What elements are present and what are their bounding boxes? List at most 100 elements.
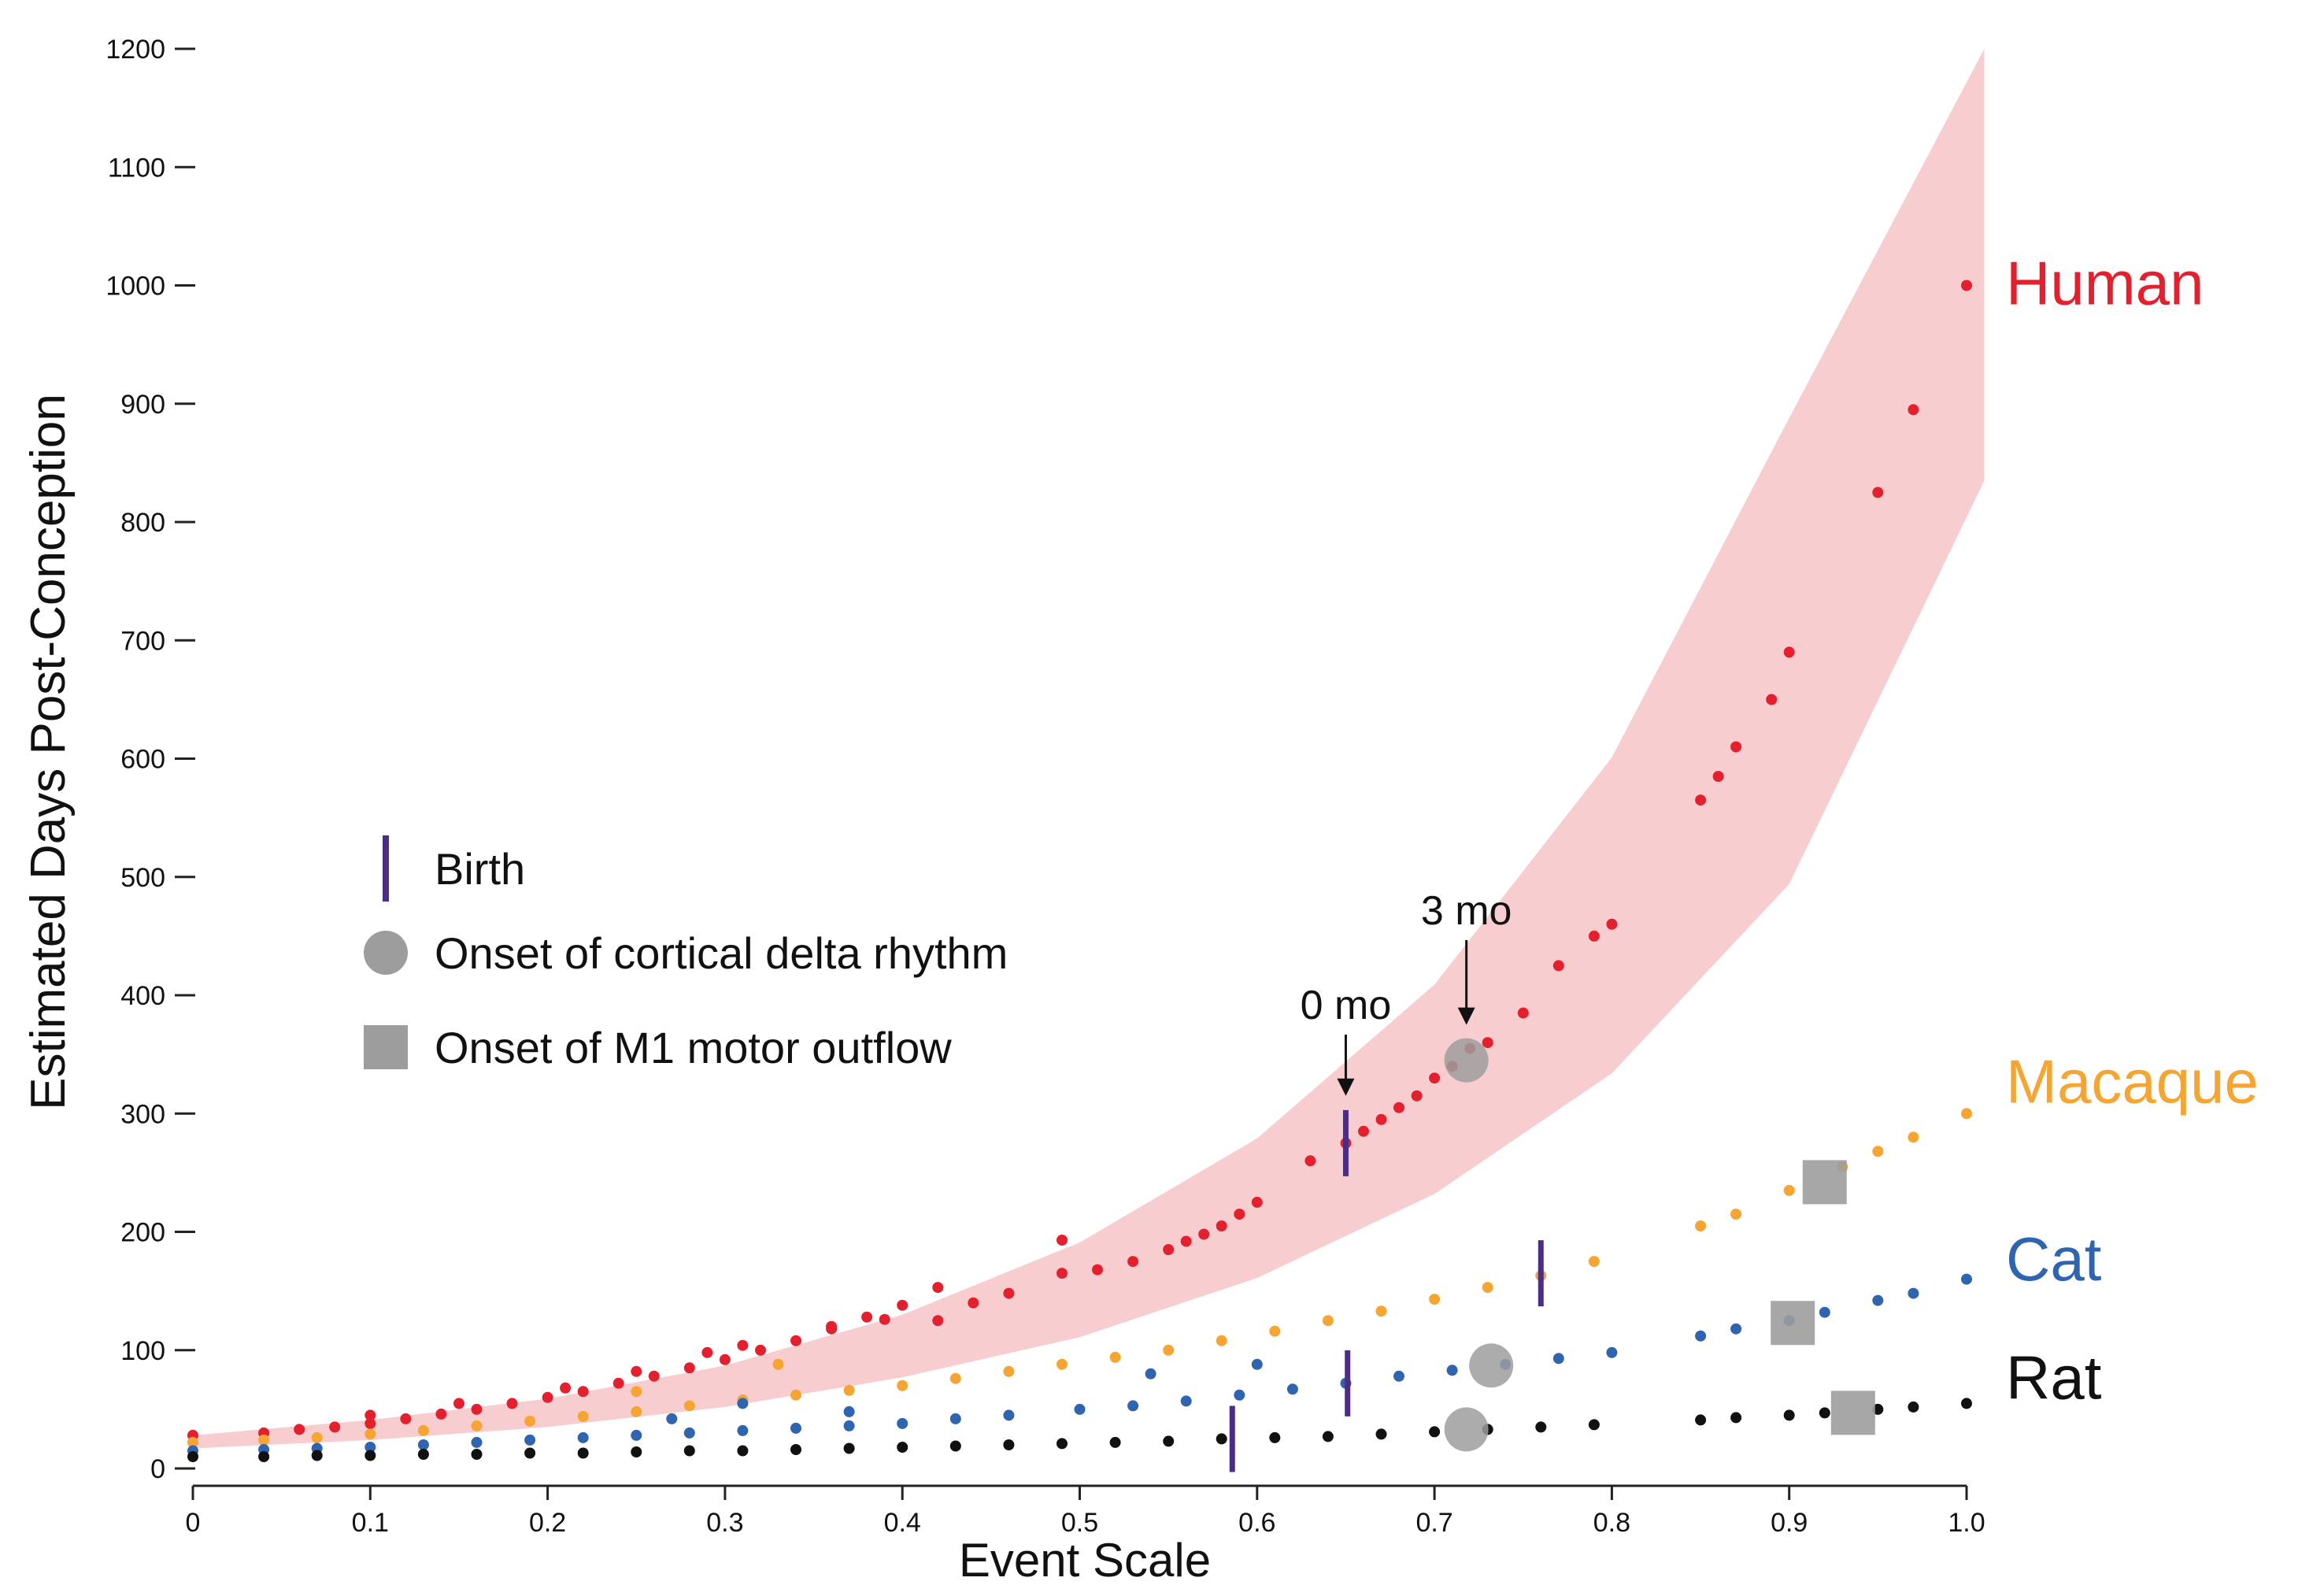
data-point-human [1783,646,1795,658]
legend-label: Onset of M1 motor outflow [435,1023,952,1072]
data-point-cat [1286,1383,1298,1395]
data-point-human [1375,1113,1387,1125]
data-point-macaque [1109,1351,1121,1363]
data-point-human [1517,1007,1529,1019]
data-point-human [329,1421,341,1433]
data-point-rat [258,1451,270,1462]
data-point-cat [790,1422,801,1434]
data-point-human [542,1391,553,1403]
y-tick-label: 1200 [105,35,165,65]
data-point-macaque [1057,1358,1068,1370]
data-point-macaque [1961,1108,1972,1120]
y-tick-label: 0 [150,1454,165,1484]
data-point-cat [843,1405,855,1417]
data-point-human [790,1335,801,1346]
data-point-cat [949,1413,961,1424]
data-point-human [1429,1072,1441,1084]
data-point-human [1730,741,1742,753]
data-point-rat [1908,1401,1919,1413]
x-tick-label: 0.4 [884,1508,921,1538]
data-point-macaque [365,1428,376,1440]
data-point-human [932,1315,944,1327]
m1-onset-marker-macaque [1802,1160,1847,1205]
data-point-macaque [631,1405,642,1417]
data-point-macaque [1163,1344,1175,1356]
delta-onset-marker-rat [1444,1407,1489,1452]
series-rat [187,1398,1972,1462]
data-point-cat [843,1420,855,1431]
x-tick-label: 0.2 [529,1508,566,1538]
data-point-macaque [311,1431,323,1443]
data-point-rat [311,1450,323,1461]
data-point-rat [897,1442,909,1453]
data-point-human [1712,771,1724,782]
y-tick-label: 1100 [108,153,165,183]
data-point-human [1961,280,1972,291]
y-tick-label: 200 [120,1218,165,1248]
legend-square-icon [364,1025,408,1069]
x-tick-label: 0.1 [352,1508,389,1538]
axes: 0 0.1 0.2 0.3 0.4 0.5 0.6 0.7 0.8 0.9 1.0 0 100 200 30… [105,35,1985,1538]
legend-label: Onset of cortical delta rhythm [435,928,1008,978]
x-tick-label: 0.7 [1415,1508,1452,1538]
data-point-human [435,1408,447,1420]
data-point-cat [1552,1353,1564,1365]
data-point-human [365,1409,376,1421]
data-point-human [1766,694,1778,705]
data-point-cat [1819,1306,1830,1318]
data-point-cat [666,1413,678,1424]
data-point-macaque [1908,1131,1919,1143]
data-point-cat [1074,1403,1086,1415]
data-point-cat [1961,1273,1972,1285]
x-tick-label: 0 [186,1508,201,1538]
data-point-cat [1908,1287,1919,1299]
confidence-band-layer [193,49,1985,1449]
series-label-macaque: Macaque [2006,1047,2259,1117]
data-point-macaque [258,1434,270,1446]
y-tick-label: 500 [120,863,165,893]
data-point-rat [1109,1436,1121,1448]
data-point-macaque [577,1410,589,1422]
x-axis-title: Event Scale [959,1534,1211,1585]
data-point-cat [524,1434,536,1446]
delta-onset-marker-cat [1469,1343,1514,1388]
annotation-label: 0 mo [1301,983,1392,1028]
data-point-human [1251,1196,1263,1208]
x-tick-label: 1.0 [1948,1508,1985,1538]
data-point-human [577,1386,589,1398]
data-point-cat [1180,1395,1192,1407]
data-point-human [294,1424,305,1435]
data-point-macaque [471,1420,483,1431]
data-point-macaque [1783,1184,1795,1196]
data-point-human [1057,1235,1068,1246]
data-point-human [1588,930,1600,942]
data-point-human [932,1282,944,1294]
data-point-rat [1695,1414,1707,1426]
data-point-rat [1057,1438,1068,1450]
data-point-macaque [1322,1315,1334,1327]
data-point-macaque [1730,1209,1742,1220]
data-point-macaque [1375,1305,1387,1317]
data-point-cat [737,1398,749,1409]
data-point-macaque [843,1384,855,1396]
data-point-human [1482,1037,1493,1049]
data-point-rat [631,1446,642,1457]
data-point-cat [1695,1330,1707,1342]
y-tick-label: 800 [120,508,165,538]
data-point-rat [471,1449,483,1460]
data-point-human [1358,1125,1369,1137]
data-point-human [1606,918,1618,930]
data-point-rat [1375,1428,1387,1440]
data-point-macaque [949,1372,961,1384]
data-point-macaque [1588,1256,1600,1268]
annotation-label: 3 mo [1421,888,1512,934]
arrow-head-icon [1337,1078,1355,1096]
legend-circle-icon [364,931,408,975]
data-point-rat [1322,1431,1334,1442]
data-point-rat [365,1450,376,1461]
data-point-rat [417,1449,429,1460]
data-point-cat [1393,1370,1404,1382]
data-point-rat [1819,1407,1830,1419]
arrow-head-icon [1457,1007,1475,1025]
data-point-human [506,1398,518,1409]
